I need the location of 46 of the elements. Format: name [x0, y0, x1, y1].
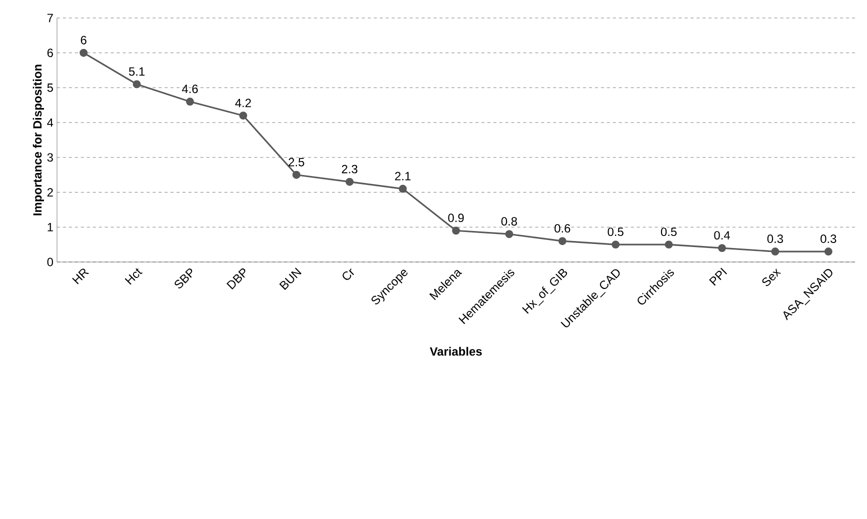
data-label: 0.6: [554, 224, 570, 233]
data-label: 5.1: [128, 67, 145, 76]
point: [132, 80, 141, 88]
point: [80, 48, 88, 57]
y-tick-label: 3: [47, 153, 53, 162]
y-tick-label: 4: [47, 118, 54, 127]
data-label: 0.4: [714, 231, 730, 240]
data-label: 0.3: [820, 234, 836, 244]
x-tick-label: PPI: [709, 268, 728, 286]
data-label: 6: [80, 36, 86, 44]
data-label: 2.5: [288, 158, 304, 166]
x-tick-label: Hct: [124, 268, 143, 285]
point: [505, 230, 514, 238]
data-label: 4.6: [182, 84, 198, 94]
x-tick-label: HR: [72, 268, 90, 284]
y-tick-label: 0: [47, 258, 54, 266]
point: [824, 248, 832, 256]
y-axis-title: Importance for Disposition: [32, 64, 44, 216]
x-tick-label: Cr: [342, 268, 354, 280]
point: [452, 226, 460, 235]
data-label: 2.3: [342, 164, 358, 174]
point: [398, 184, 407, 193]
y-tick-label: 1: [48, 223, 53, 232]
point: [664, 240, 673, 249]
point: [346, 178, 354, 186]
data-label: 4.2: [235, 98, 251, 108]
y-tick-label: 6: [47, 48, 53, 58]
point: [771, 248, 780, 256]
y-tick-label: 2: [47, 188, 53, 196]
data-label: 0.9: [448, 214, 464, 222]
x-tick-label: Sex: [762, 268, 782, 286]
point: [718, 244, 726, 252]
data-label: 2.1: [395, 172, 411, 180]
point: [186, 98, 194, 106]
point: [292, 170, 300, 179]
point: [558, 237, 566, 246]
data-label: 0.8: [501, 217, 517, 226]
y-tick-label: 5: [47, 84, 53, 92]
data-label: 0.3: [767, 234, 783, 244]
data-label: 0.5: [608, 228, 624, 236]
point: [239, 112, 248, 120]
x-tick-label: SBP: [174, 268, 192, 288]
data-label: 0.5: [660, 228, 677, 236]
y-tick-label: 7: [47, 14, 53, 22]
point: [612, 240, 620, 249]
x-axis-title: Variables: [430, 346, 482, 356]
